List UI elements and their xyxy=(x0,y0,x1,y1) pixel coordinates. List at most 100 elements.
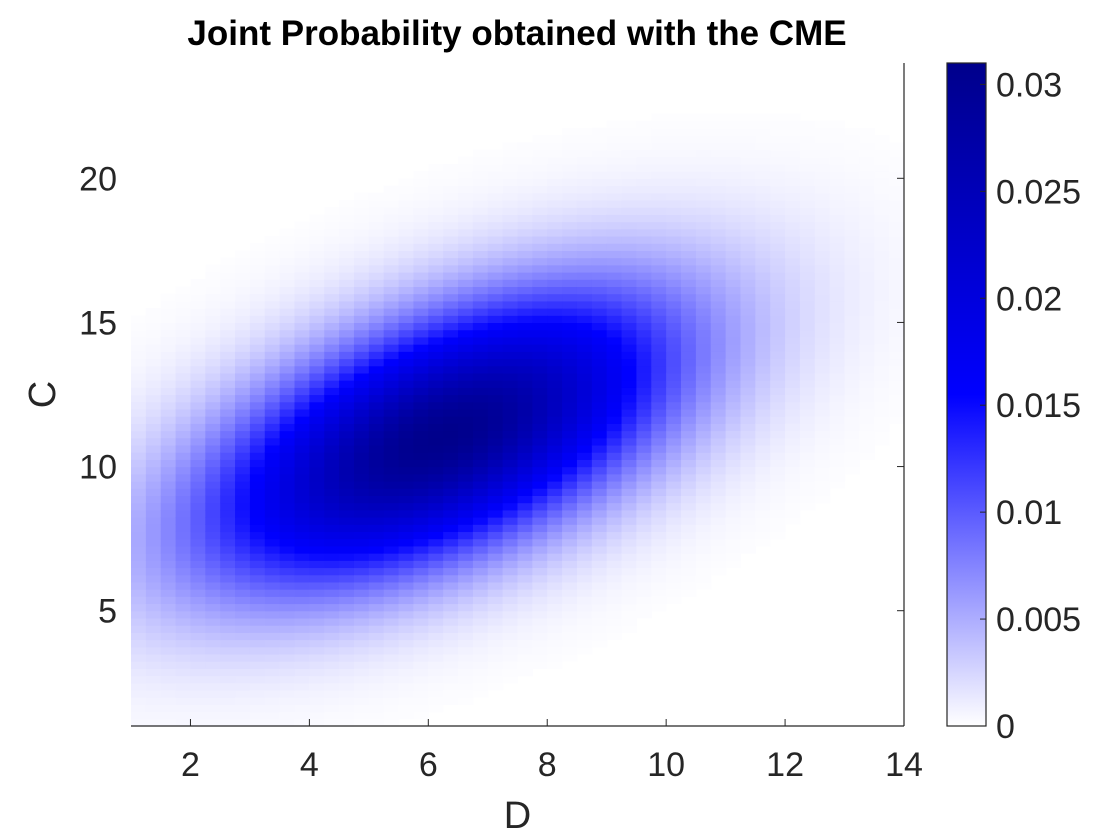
heatmap-cell xyxy=(339,545,355,554)
heatmap-cell xyxy=(591,603,608,612)
heatmap-cell xyxy=(547,596,563,605)
heatmap-cell xyxy=(517,553,533,561)
heatmap-cell xyxy=(428,235,444,244)
heatmap-cell xyxy=(160,509,177,518)
heatmap-cell xyxy=(591,228,608,237)
heatmap-cell xyxy=(294,279,310,288)
heatmap-cell xyxy=(398,430,415,439)
heatmap-cell xyxy=(205,351,221,360)
heatmap-cell xyxy=(205,437,221,446)
heatmap-cell xyxy=(458,423,474,432)
heatmap-cell xyxy=(368,524,385,533)
heatmap-cell xyxy=(874,192,890,201)
heatmap-cell xyxy=(606,336,623,345)
heatmap-cell xyxy=(740,531,756,540)
heatmap-cell xyxy=(131,372,147,381)
heatmap-cell xyxy=(502,517,519,525)
heatmap-cell xyxy=(547,308,563,316)
heatmap-cell xyxy=(770,286,786,295)
heatmap-cell xyxy=(740,163,756,172)
heatmap-cell xyxy=(695,235,712,244)
heatmap-cell xyxy=(651,480,667,489)
heatmap-cell xyxy=(740,207,756,215)
heatmap-cell xyxy=(428,682,444,691)
heatmap-cell xyxy=(339,653,355,662)
heatmap-cell xyxy=(576,235,593,244)
heatmap-cell xyxy=(190,293,206,302)
heatmap-cell xyxy=(339,358,355,367)
heatmap-cell xyxy=(681,228,697,237)
heatmap-cell xyxy=(279,380,296,388)
heatmap-cell xyxy=(844,286,861,295)
heatmap-cell xyxy=(294,452,310,460)
heatmap-cell xyxy=(398,711,415,720)
heatmap-cell xyxy=(859,358,875,367)
heatmap-cell xyxy=(145,322,162,331)
heatmap-cell xyxy=(695,387,712,396)
heatmap-cell xyxy=(413,387,429,396)
heatmap-cell xyxy=(279,416,296,424)
heatmap-cell xyxy=(249,430,266,439)
heatmap-cell xyxy=(814,156,831,165)
heatmap-cell xyxy=(651,192,667,201)
heatmap-cell xyxy=(324,235,340,244)
heatmap-cell xyxy=(889,322,905,331)
heatmap-cell xyxy=(190,329,206,338)
heatmap-cell xyxy=(487,185,504,194)
heatmap-cell xyxy=(547,185,563,194)
heatmap-cell xyxy=(160,372,177,381)
heatmap-cell xyxy=(874,185,890,194)
heatmap-cell xyxy=(160,308,177,316)
heatmap-cell xyxy=(175,718,192,727)
heatmap-cell xyxy=(339,300,355,309)
heatmap-cell xyxy=(755,308,771,316)
heatmap-cell xyxy=(249,668,266,677)
heatmap-cell xyxy=(145,668,162,677)
heatmap-cell xyxy=(621,574,638,583)
heatmap-cell xyxy=(710,488,727,496)
heatmap-cell xyxy=(770,135,786,143)
heatmap-cell xyxy=(755,228,771,237)
heatmap-cell xyxy=(799,502,816,511)
heatmap-cell xyxy=(710,480,727,489)
heatmap-cell xyxy=(458,163,474,172)
heatmap-cell xyxy=(799,178,816,187)
heatmap-cell xyxy=(190,589,206,597)
heatmap-cell xyxy=(413,228,429,237)
heatmap-cell xyxy=(725,365,742,374)
heatmap-cell xyxy=(651,560,667,569)
heatmap-cell xyxy=(621,560,638,569)
heatmap-cell xyxy=(294,401,310,410)
heatmap-cell xyxy=(205,300,221,309)
heatmap-cell xyxy=(651,466,667,475)
heatmap-cell xyxy=(472,286,489,295)
heatmap-cell xyxy=(606,207,623,215)
heatmap-cell xyxy=(621,228,638,237)
heatmap-cell xyxy=(591,257,608,266)
heatmap-cell xyxy=(591,509,608,518)
heatmap-cell xyxy=(294,610,310,619)
heatmap-cell xyxy=(309,264,325,273)
heatmap-cell xyxy=(874,351,890,360)
heatmap-cell xyxy=(725,322,742,331)
heatmap-cell xyxy=(844,394,861,403)
heatmap-cell xyxy=(398,617,415,626)
heatmap-cell xyxy=(725,135,742,143)
heatmap-cell xyxy=(458,444,474,453)
heatmap-cell xyxy=(398,545,415,554)
heatmap-cell xyxy=(220,452,236,460)
heatmap-cell xyxy=(532,387,548,396)
heatmap-cell xyxy=(294,682,310,691)
heatmap-cell xyxy=(309,344,325,352)
heatmap-cell xyxy=(681,473,697,482)
heatmap-cell xyxy=(562,387,578,396)
heatmap-cell xyxy=(740,351,756,360)
heatmap-cell xyxy=(859,228,875,237)
heatmap-cell xyxy=(785,488,801,496)
heatmap-cell xyxy=(725,149,742,158)
heatmap-cell xyxy=(681,365,697,374)
heatmap-cell xyxy=(889,235,905,244)
heatmap-cell xyxy=(666,372,682,381)
heatmap-cell xyxy=(606,473,623,482)
heatmap-cell xyxy=(799,351,816,360)
